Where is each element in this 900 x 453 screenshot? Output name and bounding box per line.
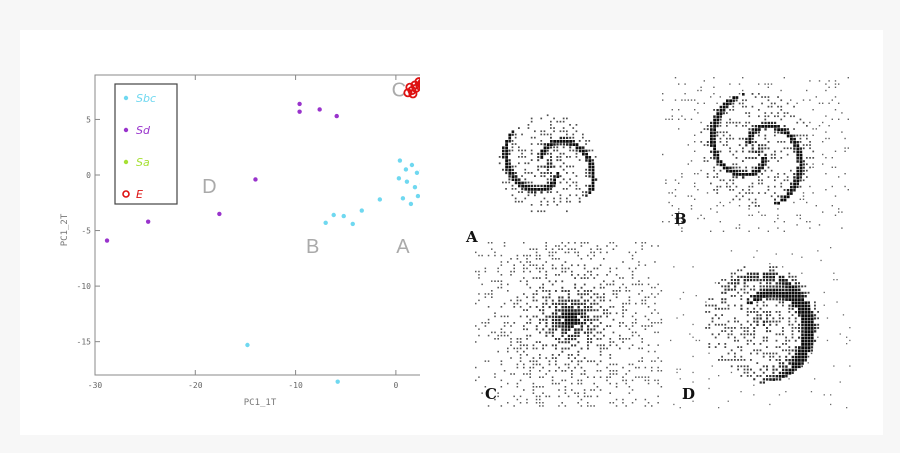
panel-b: B — [660, 75, 850, 235]
point-sd — [104, 238, 110, 243]
point-e — [417, 78, 420, 87]
point-sd — [334, 113, 339, 119]
panel-d: D — [668, 245, 853, 410]
panel-label-a: A — [466, 228, 478, 246]
point-sbc — [323, 220, 328, 225]
annotation-b: B — [306, 236, 319, 258]
point-sbc — [414, 170, 420, 175]
x-tick-label: 0 — [393, 381, 398, 390]
legend-marker-sbc — [123, 95, 129, 101]
point-sd — [253, 177, 258, 182]
point-sbc — [335, 379, 340, 384]
legend-marker-sa — [123, 159, 129, 165]
point-sbc — [350, 221, 355, 227]
x-tick-label: -10 — [288, 381, 303, 390]
point-sbc — [415, 193, 420, 199]
legend-marker-sd — [123, 127, 129, 133]
galaxy-image — [670, 247, 851, 409]
x-tick-label: -30 — [88, 381, 103, 390]
point-e — [408, 89, 418, 99]
scatter-plot: -30 -20 -10 050-5-10-15 PC1_1T PC1_2T ABCD … — [60, 74, 420, 408]
point-sd — [317, 107, 322, 112]
point-sd — [297, 109, 302, 114]
data-points — [104, 77, 420, 384]
point-sbc — [403, 167, 409, 172]
panel-label-d: D — [682, 385, 696, 403]
point-sbc — [400, 196, 406, 201]
annotation-a: A — [396, 236, 410, 258]
x-tick-label: -20 — [188, 381, 203, 390]
point-sbc — [409, 162, 415, 168]
legend-label-sd: Sd — [136, 124, 151, 137]
point-sbc — [412, 185, 418, 190]
y-axis-label: PC1_2T — [60, 213, 70, 246]
tick-labels: -30 -20 -10 0 5 0 -5 -10 -15 — [77, 115, 399, 390]
galaxy-image — [498, 114, 598, 213]
y-tick-label: -5 — [81, 227, 91, 236]
annotation-c: C — [392, 79, 406, 101]
panel-a: A — [466, 90, 636, 250]
point-sbc — [331, 212, 336, 218]
galaxy-image — [662, 77, 849, 232]
point-sd — [145, 219, 151, 224]
y-tick-label: 5 — [86, 115, 91, 124]
plot-frame — [94, 74, 420, 376]
point-sbc — [377, 197, 383, 202]
y-tick-label: -15 — [77, 338, 92, 347]
y-tick-label: -10 — [77, 282, 92, 291]
panel-label-b: B — [674, 210, 687, 228]
region-annotations: A B C D — [202, 79, 410, 258]
legend-label-sa: Sa — [136, 156, 150, 169]
point-sbc — [245, 342, 250, 348]
x-axis-label: PC1_1T — [244, 398, 277, 408]
point-sbc — [396, 176, 402, 181]
legend: Sbc Sd Sa E — [114, 83, 178, 205]
point-sbc — [341, 213, 346, 219]
panel-c: C — [473, 240, 665, 408]
point-sd — [297, 101, 302, 107]
legend-marker-e — [122, 190, 130, 198]
annotation-d: D — [202, 176, 216, 198]
point-sd — [217, 211, 222, 217]
point-sbc — [397, 158, 403, 163]
point-sbc — [404, 179, 410, 184]
y-tick-label: 0 — [86, 171, 91, 180]
axis-ticks — [94, 75, 397, 375]
galaxy-image — [475, 242, 663, 407]
point-sbc — [408, 201, 414, 207]
legend-label-sbc: Sbc — [136, 92, 156, 105]
panel-label-c: C — [485, 385, 497, 403]
point-sbc — [359, 208, 364, 213]
legend-label-e: E — [136, 188, 143, 201]
